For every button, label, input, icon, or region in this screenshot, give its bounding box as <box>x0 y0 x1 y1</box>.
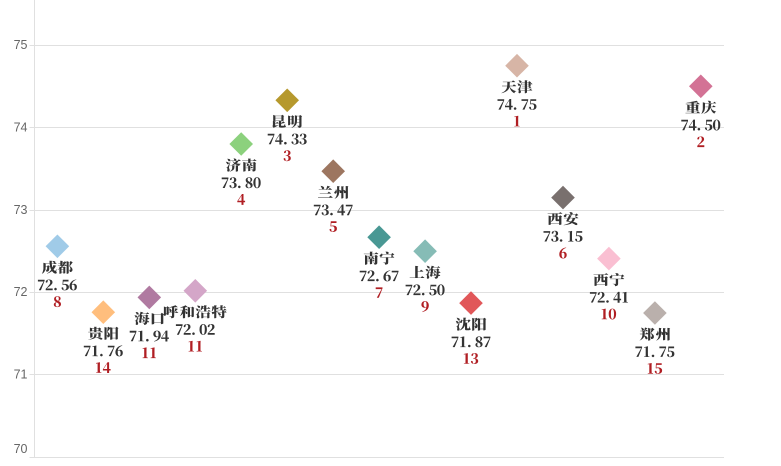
svg-text:72: 72 <box>14 285 28 299</box>
svg-text:75: 75 <box>14 38 28 52</box>
svg-text:71: 71 <box>14 368 28 382</box>
svg-text:74: 74 <box>14 120 28 134</box>
svg-text:70: 70 <box>14 442 28 456</box>
svg-text:73: 73 <box>14 203 28 217</box>
